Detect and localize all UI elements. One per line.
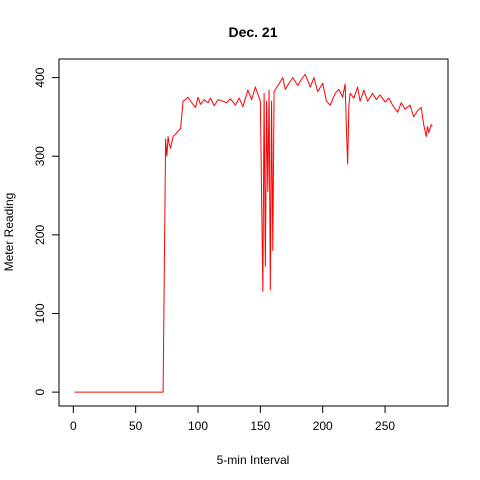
plot-frame: [58, 58, 449, 407]
x-tick-label: 150: [250, 419, 270, 433]
y-axis-label: Meter Reading: [2, 193, 16, 272]
y-tick-label: 0: [33, 388, 47, 395]
chart-title: Dec. 21: [228, 24, 277, 40]
x-tick-label: 200: [313, 419, 333, 433]
x-tick-label: 0: [70, 419, 77, 433]
y-tick-label: 300: [33, 146, 47, 166]
x-tick-label: 50: [129, 419, 143, 433]
y-tick-label: 400: [33, 67, 47, 87]
x-axis-label: 5-min Interval: [217, 453, 290, 467]
y-tick-label: 100: [33, 303, 47, 323]
series-layer: [74, 73, 433, 393]
series-line: [74, 73, 433, 393]
x-tick-label: 100: [188, 419, 208, 433]
x-axis: 0 50 100 150 200 250: [70, 405, 395, 433]
y-tick-label: 200: [33, 225, 47, 245]
x-tick-label: 250: [375, 419, 395, 433]
y-axis: 0 100 200 300 400: [33, 67, 60, 395]
